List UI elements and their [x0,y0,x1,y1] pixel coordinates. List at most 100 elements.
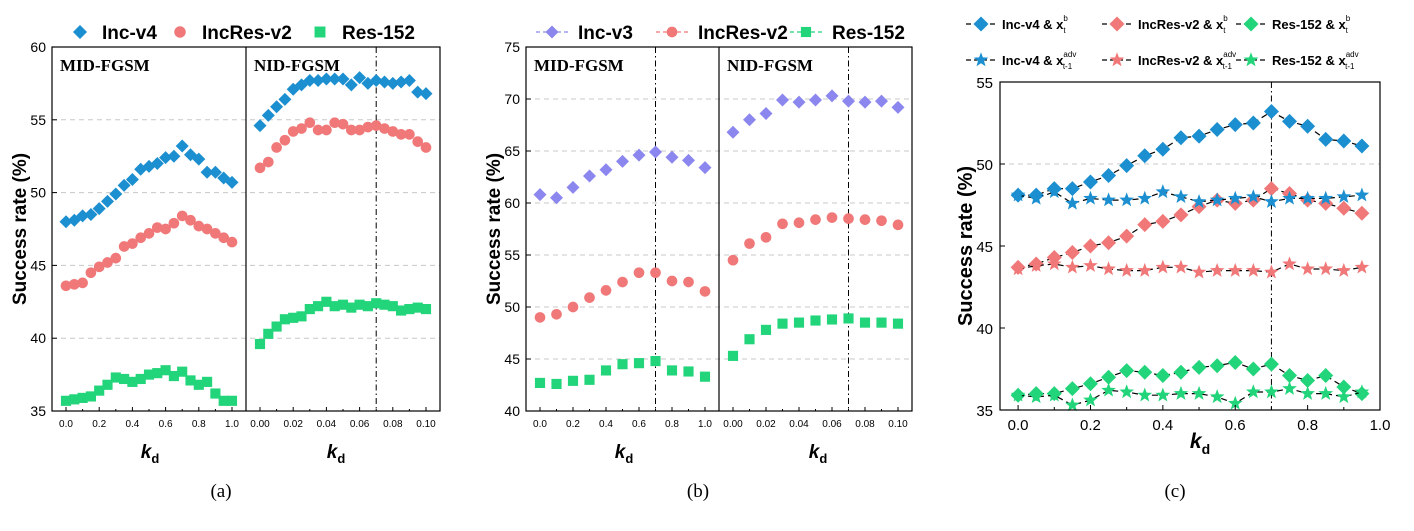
data-point [143,228,155,239]
chart-c: 0.0 0.2 0.4 0.6 0.8 1.0 35 40 45 50 55 Success rate… [955,14,1390,502]
data-point [810,315,821,326]
legend-label: Res-152 [832,23,905,44]
data-point [1028,257,1044,272]
x-tick-label: 1.0 [225,419,239,430]
data-point [109,187,123,201]
panel-title: NID-FGSM [254,56,340,75]
data-point [253,119,267,133]
x-tick-label: 1.0 [1370,417,1391,434]
data-point [826,212,838,223]
data-point [1173,207,1189,223]
data-point [876,317,887,328]
data-point [1155,368,1171,384]
data-point [683,366,694,377]
data-point [1119,192,1134,207]
data-point [92,202,106,216]
data-point [566,180,580,194]
data-point [362,121,374,133]
data-point [329,117,341,129]
data-point [125,172,139,186]
data-point [254,338,266,350]
x-tick-label: 0.02 [756,419,776,430]
x-tick-label: 0.8 [192,419,206,430]
data-point [370,120,382,131]
data-point [127,376,138,387]
data-point [135,232,147,244]
data-point [210,228,221,239]
data-point [1318,261,1334,276]
y-axis-label: Success rate (%) [484,153,505,305]
data-point [379,299,390,310]
data-point [118,241,130,252]
data-point [160,223,171,235]
data-point [1246,262,1261,277]
data-point [337,118,349,130]
data-point [1209,358,1225,374]
data-point [192,152,206,166]
data-point [193,379,204,390]
data-point [1101,369,1117,385]
data-point [1173,259,1189,274]
data-point [583,169,596,183]
data-point [296,123,307,134]
data-point [1282,256,1297,271]
legend-marker [73,25,87,39]
data-point [1191,359,1207,375]
data-point [699,371,711,382]
data-point [296,311,307,322]
legend-label: Res-152 [342,23,415,44]
data-point [682,153,695,167]
data-point [550,191,563,205]
data-point [1336,262,1352,277]
data-point [826,314,838,325]
data-point [279,134,291,146]
data-point [404,129,415,140]
data-point [1336,200,1352,216]
data-point [842,94,855,108]
data-point [1119,158,1135,174]
data-point [420,142,432,153]
series [1010,256,1370,279]
data-point [1101,167,1117,183]
data-point [810,214,821,225]
data-point [412,302,423,313]
data-point [254,162,266,174]
x-tick-label: 0.4 [125,419,139,430]
plot-frame [999,81,1381,411]
data-point [354,299,365,310]
panel-title: MID-FGSM [534,56,624,75]
data-point [1318,385,1334,400]
data-point [891,100,905,114]
data-point [1137,217,1153,233]
legend-marker [973,16,989,32]
x-tick-label: 0.10 [888,419,908,430]
data-point [69,394,80,405]
data-point [412,136,424,147]
data-point [288,312,299,323]
data-point [279,314,290,325]
data-point [1082,238,1098,254]
legend-label: Inc-v4 & xadv t-1 [1002,50,1076,71]
legend-marker [314,26,326,38]
data-point [649,145,662,159]
data-point [777,318,788,329]
data-point [1282,113,1298,129]
legend: Inc-v4 & xb t IncRes-v2 & xb t Res-152 & xb t… [966,14,1359,71]
data-point [776,93,789,107]
y-tick-label: 50 [504,299,520,315]
y-tick-label: 50 [30,185,46,201]
x-tick-label: 0.8 [1297,417,1318,434]
data-point [329,301,340,312]
data-point [633,267,645,279]
series [1010,354,1370,403]
data-point [1010,261,1026,276]
data-point [1065,397,1080,412]
data-point [1300,190,1315,205]
legend-label: Inc-v4 [102,23,157,44]
data-point [319,72,333,86]
data-point [395,129,407,140]
data-point [1155,213,1171,229]
data-point [1101,235,1117,251]
y-tick-label: 45 [504,351,520,367]
data-point [617,276,628,288]
